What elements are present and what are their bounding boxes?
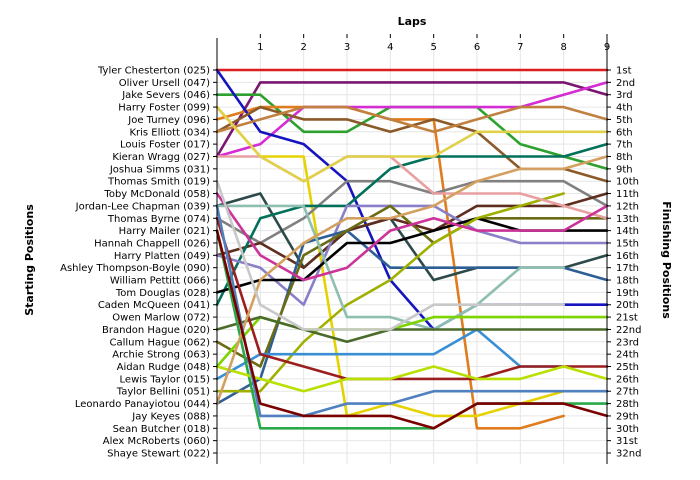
starting-position-label: Jay Keyes (088) bbox=[131, 411, 210, 422]
finishing-position-label: 19th bbox=[616, 288, 639, 299]
starting-position-label: Jake Severs (046) bbox=[121, 90, 210, 101]
finishing-position-label: 18th bbox=[616, 276, 639, 287]
finishing-position-label: 4th bbox=[616, 103, 633, 114]
finishing-position-label: 22nd bbox=[616, 325, 641, 336]
starting-position-label: William Pettitt (066) bbox=[110, 276, 210, 287]
finishing-position-label: 11th bbox=[616, 189, 639, 200]
starting-position-label: Harry Mailer (021) bbox=[119, 226, 211, 237]
driver-series-line bbox=[215, 192, 609, 282]
finishing-position-label: 15th bbox=[616, 238, 639, 249]
starting-position-label: Hannah Chappell (026) bbox=[94, 238, 210, 249]
starting-position-label: Alex McRoberts (060) bbox=[103, 436, 210, 447]
starting-position-label: Owen Marlow (072) bbox=[112, 313, 210, 324]
starting-position-label: Archie Strong (063) bbox=[112, 350, 210, 361]
finishing-position-label: 28th bbox=[616, 399, 639, 410]
driver-series-line bbox=[215, 315, 609, 344]
finishing-position-label: 17th bbox=[616, 263, 639, 274]
finishing-position-label: 31st bbox=[616, 436, 638, 447]
driver-series-line bbox=[215, 155, 609, 405]
driver-series-line bbox=[215, 217, 609, 381]
finishing-position-label: 8th bbox=[616, 152, 633, 163]
starting-position-label: Leonardo Panayiotou (044) bbox=[75, 399, 210, 410]
lap-tick-label: 2 bbox=[300, 42, 306, 53]
finishing-position-label: 32nd bbox=[616, 449, 641, 460]
finishing-position-label: 9th bbox=[616, 164, 633, 175]
starting-position-label: Aidan Rudge (048) bbox=[117, 362, 210, 373]
starting-position-label: Harry Platten (049) bbox=[114, 251, 210, 262]
finishing-position-label: 24th bbox=[616, 350, 639, 361]
starting-position-label: Kieran Wragg (027) bbox=[112, 152, 210, 163]
driver-series-line bbox=[215, 81, 609, 158]
finishing-position-label: 21st bbox=[616, 313, 638, 324]
finishing-position-label: 25th bbox=[616, 362, 639, 373]
finishing-position-label: 12th bbox=[616, 201, 639, 212]
driver-series-line bbox=[215, 365, 609, 393]
lap-tick-label: 5 bbox=[430, 42, 436, 53]
lap-tick-label: 9 bbox=[604, 42, 610, 53]
starting-position-label: Caden McQueen (041) bbox=[98, 300, 210, 311]
starting-position-label: Ashley Thompson-Boyle (090) bbox=[60, 263, 210, 274]
finishing-position-label: 14th bbox=[616, 226, 639, 237]
driver-series-line bbox=[215, 81, 609, 158]
starting-position-label: Thomas Byrne (074) bbox=[107, 214, 210, 225]
starting-position-label: Oliver Ursell (047) bbox=[119, 78, 210, 89]
starting-position-label: Brandon Hague (020) bbox=[102, 325, 210, 336]
finishing-position-label: 23rd bbox=[616, 337, 639, 348]
starting-position-label: Tom Douglas (028) bbox=[115, 288, 210, 299]
starting-position-label: Harry Foster (099) bbox=[118, 103, 210, 114]
lap-tick-label: 8 bbox=[560, 42, 566, 53]
finishing-position-label: 5th bbox=[616, 115, 633, 126]
starting-position-label: Joe Turney (096) bbox=[127, 115, 210, 126]
finishing-position-label: 29th bbox=[616, 411, 639, 422]
finishing-position-label: 16th bbox=[616, 251, 639, 262]
finishing-position-label: 2nd bbox=[616, 78, 635, 89]
starting-position-label: Tyler Chesterton (025) bbox=[97, 66, 210, 77]
right-axis-title: Finishing Positions bbox=[660, 201, 673, 319]
driver-series-line bbox=[215, 142, 609, 306]
starting-position-label: Taylor Bellini (051) bbox=[116, 387, 210, 398]
finishing-position-label: 10th bbox=[616, 177, 639, 188]
lap-tick-label: 7 bbox=[517, 42, 523, 53]
starting-position-label: Thomas Smith (019) bbox=[107, 177, 210, 188]
label-layer: 1 2 3 4 5 6 7 8 9 Tyler Chesterton (025)Oliver Ur… bbox=[60, 42, 641, 460]
finishing-position-label: 6th bbox=[616, 127, 633, 138]
starting-position-label: Joshua Simms (031) bbox=[109, 164, 210, 175]
axis-layer bbox=[213, 34, 611, 464]
finishing-position-label: 3rd bbox=[616, 90, 633, 101]
finishing-position-label: 27th bbox=[616, 387, 639, 398]
lap-tick-label: 3 bbox=[344, 42, 350, 53]
series-layer bbox=[215, 68, 609, 430]
finishing-position-label: 7th bbox=[616, 140, 633, 151]
lap-tick-label: 6 bbox=[474, 42, 480, 53]
starting-position-label: Shaye Stewart (022) bbox=[107, 449, 210, 460]
driver-series-line bbox=[215, 204, 609, 306]
starting-position-label: Toby McDonald (058) bbox=[103, 189, 210, 200]
finishing-position-label: 20th bbox=[616, 300, 639, 311]
finishing-position-label: 30th bbox=[616, 424, 639, 435]
driver-series-line bbox=[215, 105, 609, 134]
finishing-position-label: 26th bbox=[616, 374, 639, 385]
finishing-position-label: 1st bbox=[616, 66, 632, 77]
driver-series-line bbox=[215, 204, 565, 331]
driver-series-line bbox=[215, 105, 609, 183]
starting-position-label: Callum Hague (062) bbox=[110, 337, 211, 348]
x-axis-title: Laps bbox=[398, 15, 427, 28]
starting-position-label: Louis Foster (017) bbox=[120, 140, 210, 151]
left-axis-title: Starting Positions bbox=[23, 204, 36, 316]
driver-series-line bbox=[215, 192, 565, 393]
driver-series-line bbox=[215, 204, 609, 418]
starting-position-label: Kris Elliott (034) bbox=[129, 127, 210, 138]
finishing-position-label: 13th bbox=[616, 214, 639, 225]
driver-series-line bbox=[215, 229, 609, 430]
driver-series-line bbox=[215, 328, 565, 381]
starting-position-label: Sean Butcher (018) bbox=[113, 424, 211, 435]
lap-tick-label: 4 bbox=[387, 42, 393, 53]
lap-tick-label: 1 bbox=[257, 42, 263, 53]
starting-position-label: Jordan-Lee Chapman (039) bbox=[75, 201, 210, 212]
starting-position-label: Lewis Taylor (015) bbox=[120, 374, 211, 385]
driver-series-line bbox=[215, 179, 565, 331]
